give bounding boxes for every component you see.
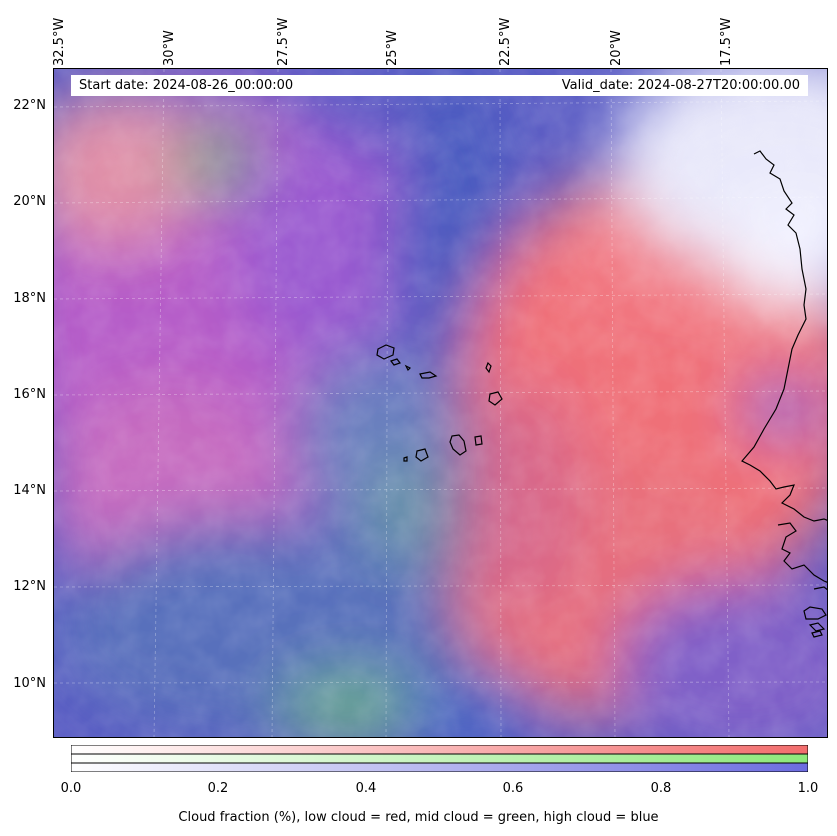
cloud-fraction-colorbar: [71, 745, 808, 772]
cape-verde-islands: [376, 344, 503, 462]
start-date-text: Start date: 2024-08-26_00:00:00: [79, 78, 294, 93]
colorbar-tick-0-2: 0.2: [207, 781, 229, 796]
lon-label-30w: 30°W: [162, 30, 177, 66]
colorbar-tick-0-6: 0.6: [502, 781, 524, 796]
colorbar-tick-1-0: 1.0: [797, 781, 819, 796]
colorbar-low-cloud: [71, 745, 808, 755]
lat-label-14n: 14°N: [13, 483, 46, 498]
colorbar-tick-0-4: 0.4: [355, 781, 377, 796]
lon-label-27-5w: 27.5°W: [276, 17, 291, 66]
lon-label-20w: 20°W: [609, 30, 624, 66]
lat-label-18n: 18°N: [13, 291, 46, 306]
lat-label-12n: 12°N: [13, 579, 46, 594]
cloud-texture: [54, 69, 827, 737]
lat-label-10n: 10°N: [13, 676, 46, 691]
colorbar-tick-0-8: 0.8: [650, 781, 672, 796]
cloud-fraction-map: [53, 68, 828, 738]
african-coastline: [741, 150, 827, 638]
lon-label-17-5w: 17.5°W: [719, 17, 734, 66]
lat-label-22n: 22°N: [13, 98, 46, 113]
lon-label-32-5w: 32.5°W: [52, 17, 67, 66]
map-canvas: [54, 69, 827, 737]
lon-label-25w: 25°W: [385, 30, 400, 66]
graticule: [54, 69, 827, 737]
valid-date-text: Valid_date: 2024-08-27T20:00:00.00: [561, 78, 800, 93]
colorbar-mid-cloud: [71, 753, 808, 764]
colorbar-tick-0-0: 0.0: [60, 781, 82, 796]
date-info-bar: Start date: 2024-08-26_00:00:00 Valid_da…: [71, 75, 808, 96]
colorbar-label: Cloud fraction (%), low cloud = red, mid…: [178, 810, 659, 825]
lat-label-20n: 20°N: [13, 194, 46, 209]
lat-label-16n: 16°N: [13, 387, 46, 402]
colorbar-high-cloud: [71, 762, 808, 772]
lon-label-22-5w: 22.5°W: [498, 17, 513, 66]
